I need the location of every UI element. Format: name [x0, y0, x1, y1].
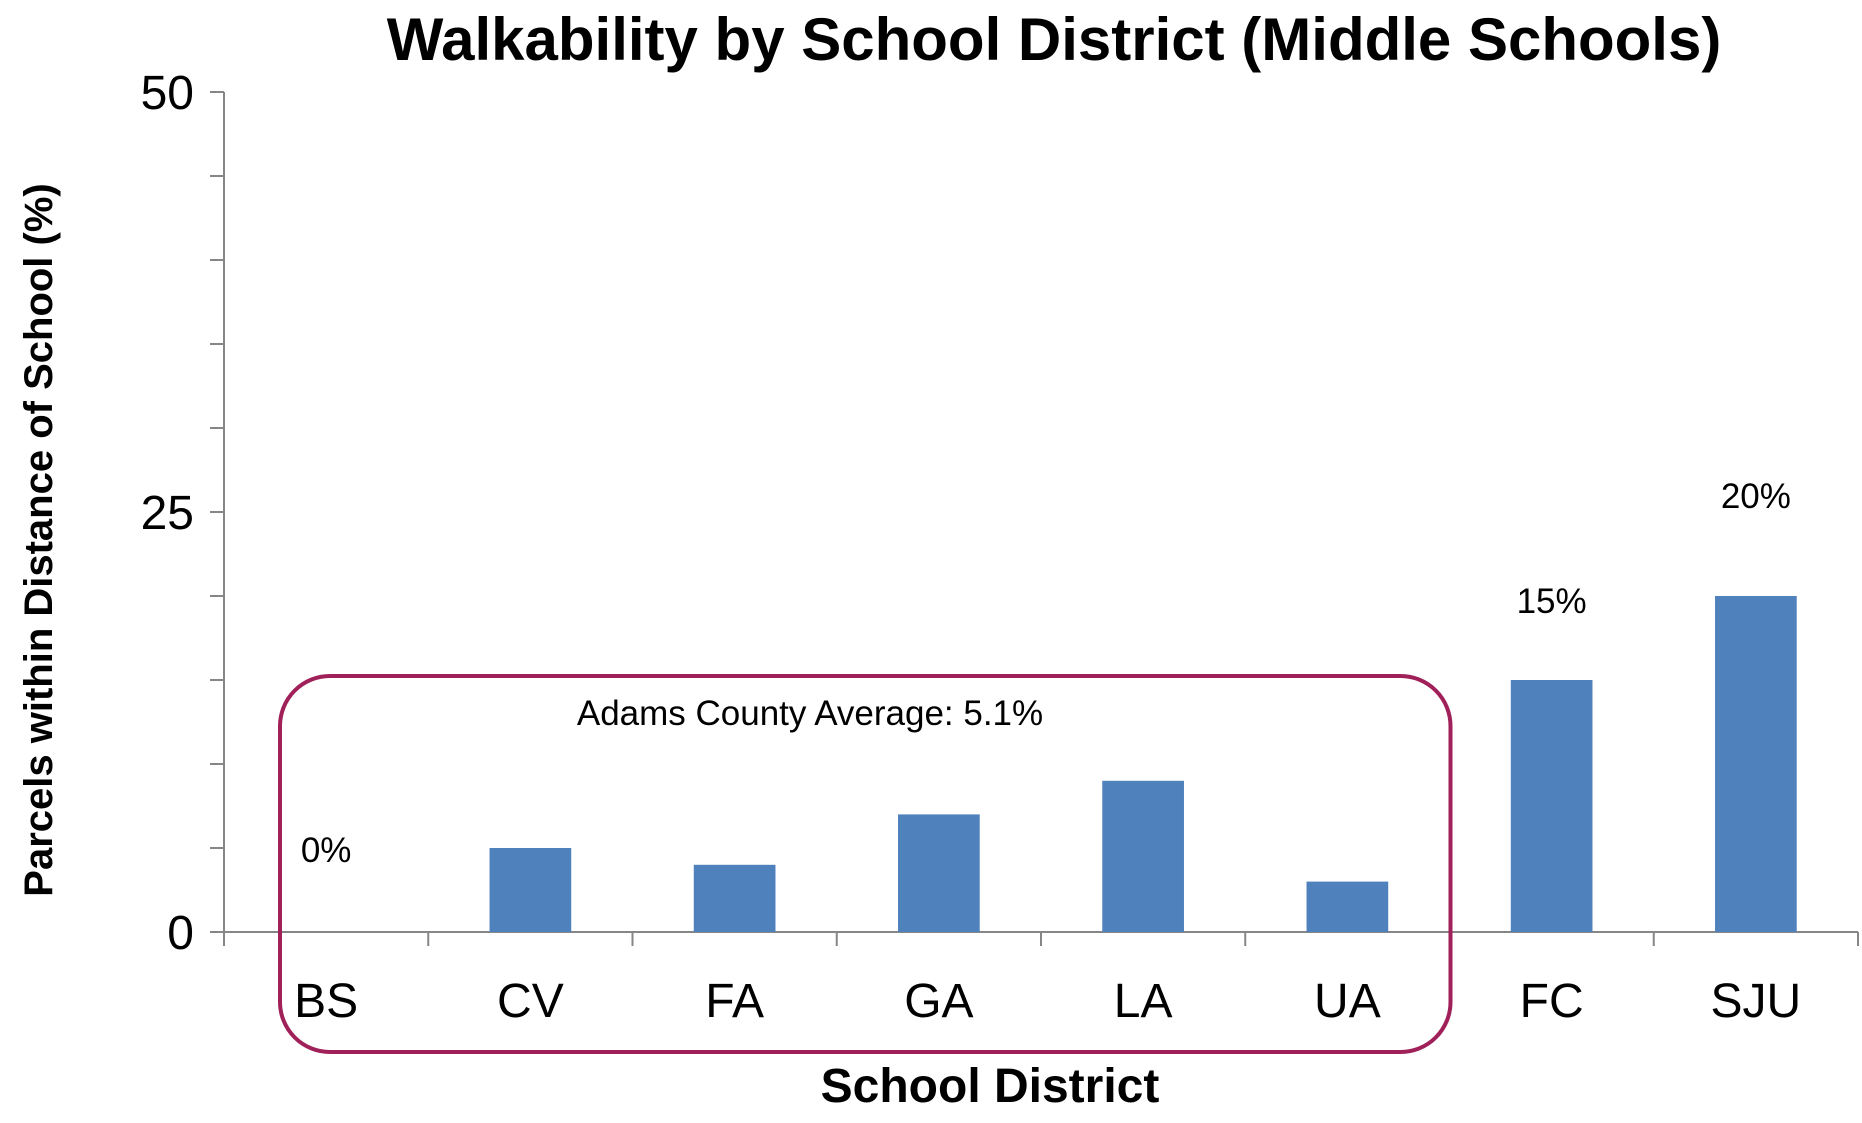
chart-title: Walkability by School District (Middle S… [387, 6, 1722, 73]
data-label-sju: 20% [1721, 477, 1791, 516]
x-tick-labels: BS CV FA GA LA UA FC SJU [294, 975, 1801, 1028]
y-tick-label: 25 [141, 487, 194, 540]
data-label-fc: 15% [1517, 582, 1587, 621]
y-tick-label: 50 [141, 67, 194, 120]
y-axis: 0 25 50 [141, 67, 225, 960]
y-tick-label: 0 [167, 907, 194, 960]
x-tick-label-bs: BS [294, 975, 358, 1028]
x-axis [223, 931, 1859, 946]
bars-group [489, 596, 1797, 932]
bar-fa [693, 864, 776, 932]
bar-cv [489, 848, 572, 932]
x-tick-label-fc: FC [1520, 975, 1584, 1028]
x-tick-label-cv: CV [497, 975, 564, 1028]
x-tick-label-sju: SJU [1711, 975, 1802, 1028]
data-label-bs: 0% [301, 831, 352, 870]
x-axis-label: School District [821, 1060, 1160, 1113]
adams-county-highlight-box [278, 674, 1453, 1054]
x-tick-label-la: LA [1114, 975, 1173, 1028]
x-tick-label-ua: UA [1314, 975, 1381, 1028]
bar-ua [1306, 881, 1389, 932]
bar-la [1102, 780, 1184, 932]
y-axis-label: Parcels within Distance of School (%) [17, 183, 61, 896]
data-labels: 0% 15% 20% [301, 477, 1791, 870]
x-tick-label-fa: FA [705, 975, 764, 1028]
bar-fc [1510, 680, 1593, 932]
adams-county-average-label: Adams County Average: 5.1% [577, 694, 1043, 733]
bar-sju [1715, 596, 1797, 932]
bar-ga [898, 814, 980, 932]
x-tick-label-ga: GA [904, 975, 973, 1028]
